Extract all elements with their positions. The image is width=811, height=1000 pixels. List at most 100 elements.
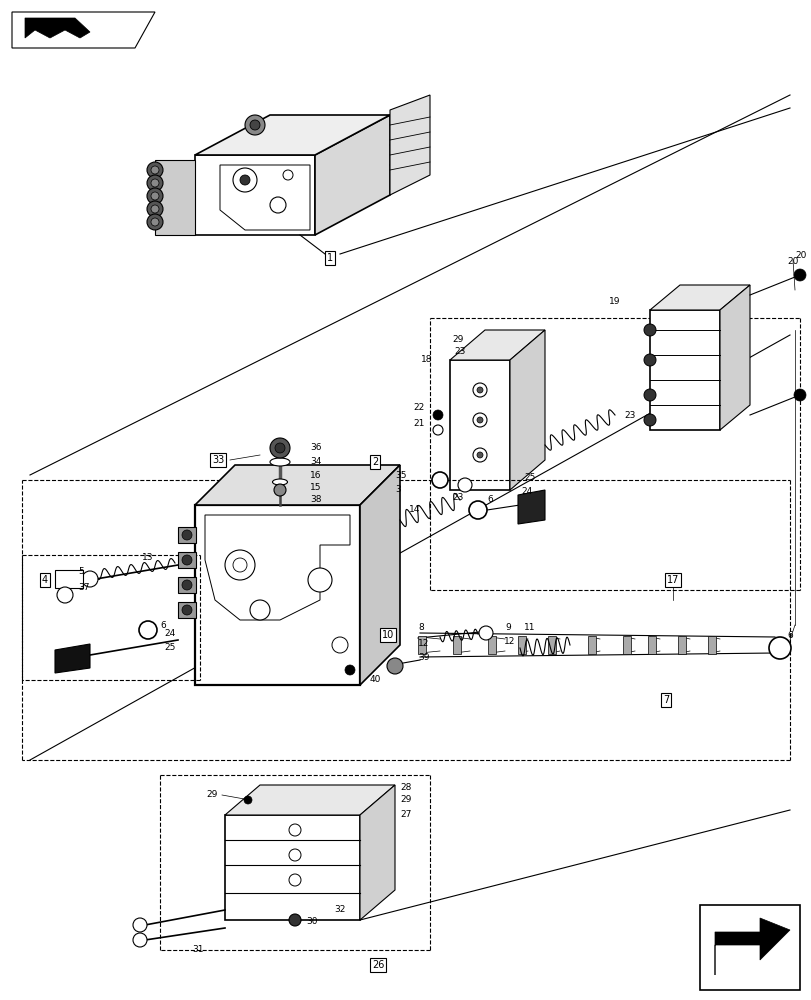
Circle shape [182,580,191,590]
Text: 28: 28 [400,783,411,792]
Circle shape [182,530,191,540]
Text: 6: 6 [487,495,492,504]
Circle shape [332,637,348,653]
Polygon shape [12,12,155,48]
Circle shape [643,324,655,336]
Circle shape [275,443,285,453]
Circle shape [289,914,301,926]
Text: 29: 29 [400,795,411,804]
Polygon shape [449,330,544,360]
Text: 32: 32 [334,905,345,914]
Circle shape [432,425,443,435]
Text: 36: 36 [310,442,321,452]
Circle shape [289,874,301,886]
Circle shape [476,417,483,423]
Text: 23: 23 [452,492,463,502]
Bar [699,905,799,990]
Circle shape [57,587,73,603]
Circle shape [478,626,492,640]
Circle shape [283,170,293,180]
Circle shape [431,472,448,488]
Circle shape [147,188,163,204]
Text: 13: 13 [142,552,153,562]
Text: 35: 35 [394,471,406,480]
Circle shape [432,410,443,420]
Ellipse shape [270,458,290,466]
Text: 12: 12 [418,639,429,648]
Text: 38: 38 [310,494,321,504]
Polygon shape [359,465,400,685]
Polygon shape [225,815,359,920]
Text: 3: 3 [394,486,401,494]
Bar [547,636,556,654]
Circle shape [151,179,159,187]
Text: 23: 23 [624,410,635,420]
Circle shape [233,168,257,192]
Text: 2: 2 [371,457,378,467]
Circle shape [182,555,191,565]
Bar [178,527,195,543]
Circle shape [151,218,159,226]
Text: 20: 20 [794,250,805,259]
Circle shape [643,414,655,426]
Circle shape [250,120,260,130]
Text: 4: 4 [42,575,48,585]
Text: 24: 24 [164,629,175,638]
Circle shape [768,637,790,659]
Text: 25: 25 [164,644,175,652]
Text: 25: 25 [524,474,535,483]
Circle shape [387,658,402,674]
Circle shape [147,162,163,178]
Text: 6: 6 [786,631,792,640]
Circle shape [243,796,251,804]
Text: 21: 21 [413,418,424,428]
Polygon shape [517,490,544,524]
Circle shape [473,448,487,462]
Text: 14: 14 [409,506,420,514]
Text: 11: 11 [524,624,535,633]
Bar [178,552,195,568]
Circle shape [476,387,483,393]
Circle shape [233,558,247,572]
Polygon shape [195,155,315,235]
Polygon shape [225,785,394,815]
Bar [587,636,595,654]
Circle shape [473,413,487,427]
Text: 8: 8 [418,624,423,633]
Text: 27: 27 [400,810,411,819]
Circle shape [139,621,157,639]
Bar [178,577,195,593]
Bar [418,636,426,654]
Text: 6: 6 [160,620,165,630]
Circle shape [240,175,250,185]
Text: 30: 30 [306,917,317,926]
Text: 16: 16 [310,471,321,480]
Text: 7: 7 [662,695,668,705]
Circle shape [469,501,487,519]
Text: 31: 31 [192,945,204,954]
Polygon shape [719,285,749,430]
Polygon shape [155,160,195,235]
Circle shape [473,383,487,397]
Circle shape [270,438,290,458]
Polygon shape [389,95,430,195]
Circle shape [457,478,471,492]
Circle shape [225,550,255,580]
Polygon shape [449,360,509,490]
Text: 29: 29 [452,336,463,344]
Polygon shape [509,330,544,490]
Circle shape [793,269,805,281]
Polygon shape [195,465,400,505]
Circle shape [133,918,147,932]
Polygon shape [649,310,719,430]
Circle shape [643,354,655,366]
Circle shape [147,175,163,191]
Circle shape [151,205,159,213]
Polygon shape [359,785,394,920]
Text: 37: 37 [78,584,89,592]
Circle shape [151,166,159,174]
Text: 23: 23 [453,348,466,357]
Circle shape [345,665,354,675]
Text: 18: 18 [420,356,431,364]
Circle shape [182,605,191,615]
